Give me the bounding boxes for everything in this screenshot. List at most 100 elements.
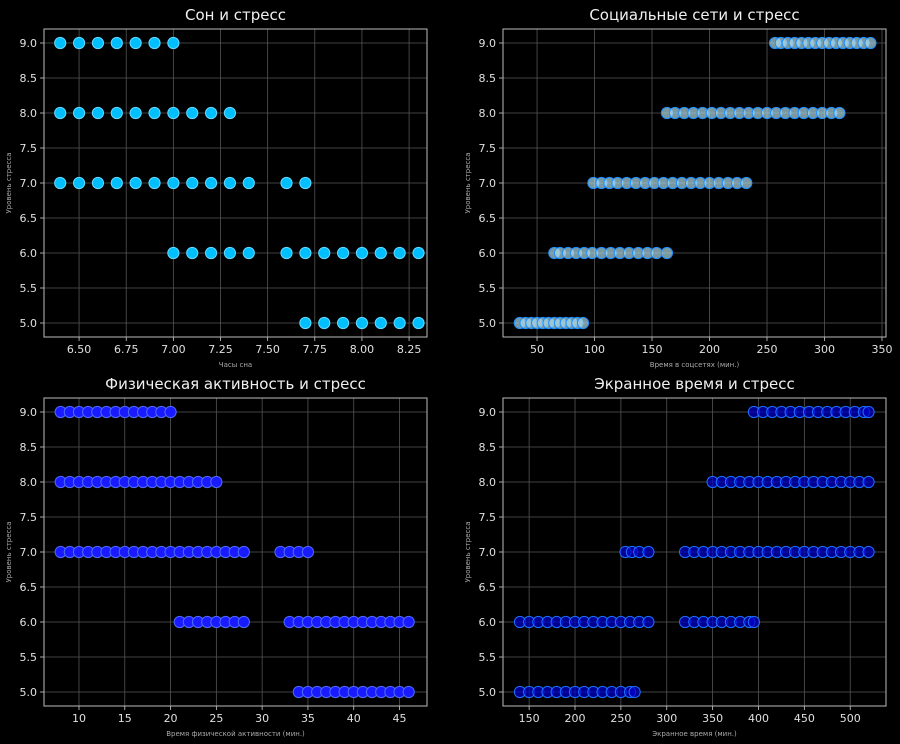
y-tick-label: 7.5 bbox=[20, 511, 38, 524]
x-tick-label: 35 bbox=[301, 712, 315, 725]
x-tick-label: 45 bbox=[393, 712, 407, 725]
x-tick-label: 100 bbox=[584, 343, 605, 356]
x-tick-label: 15 bbox=[118, 712, 132, 725]
x-tick-label: 450 bbox=[794, 712, 815, 725]
y-tick-label: 5.5 bbox=[479, 651, 497, 664]
data-point bbox=[148, 36, 161, 50]
data-point bbox=[54, 176, 67, 190]
data-point bbox=[642, 615, 655, 629]
data-point bbox=[223, 106, 237, 120]
y-tick-label: 7.0 bbox=[479, 177, 497, 190]
x-tick-label: 25 bbox=[209, 712, 223, 725]
data-point bbox=[402, 615, 415, 629]
y-tick-label: 8.5 bbox=[479, 441, 497, 454]
data-point bbox=[186, 106, 199, 120]
y-tick-label: 9.0 bbox=[479, 37, 497, 50]
data-point bbox=[129, 106, 142, 120]
scatter-points bbox=[513, 405, 875, 699]
chart-title: Физическая активность и стресс bbox=[105, 375, 366, 393]
data-point bbox=[660, 246, 674, 260]
x-tick-label: 7.50 bbox=[255, 343, 280, 356]
y-tick-label: 7.5 bbox=[479, 142, 497, 155]
y-tick-label: 5.5 bbox=[20, 282, 38, 295]
data-point bbox=[91, 176, 105, 190]
data-point bbox=[336, 246, 350, 260]
y-tick-label: 8.5 bbox=[479, 72, 497, 85]
data-point bbox=[412, 246, 425, 260]
y-axis-label: Уровень стресса bbox=[5, 152, 13, 213]
y-tick-label: 9.0 bbox=[20, 406, 38, 419]
y-tick-label: 6.5 bbox=[479, 581, 497, 594]
y-tick-label: 7.0 bbox=[479, 546, 497, 559]
x-tick-label: 7.75 bbox=[303, 343, 328, 356]
data-point bbox=[204, 176, 218, 190]
y-axis-label: Уровень стресса bbox=[464, 521, 472, 582]
y-tick-label: 8.0 bbox=[20, 107, 38, 120]
data-point bbox=[862, 475, 875, 489]
subplot-3: 10 15 20 25 30 35 40 45 5.0 5.5 6.0 6.5 7.0 7.5 8.0 8.5… bbox=[5, 375, 428, 738]
data-point bbox=[862, 545, 875, 559]
x-tick-label: 200 bbox=[699, 343, 720, 356]
y-tick-label: 5.5 bbox=[20, 651, 38, 664]
data-point bbox=[110, 106, 123, 120]
data-point bbox=[186, 176, 199, 190]
y-tick-label: 6.0 bbox=[479, 616, 497, 629]
scatter-points bbox=[513, 36, 877, 330]
data-point bbox=[167, 36, 180, 50]
data-point bbox=[210, 475, 223, 489]
x-tick-label: 7.25 bbox=[208, 343, 233, 356]
y-tick-label: 8.5 bbox=[20, 72, 38, 85]
x-tick-label: 30 bbox=[255, 712, 269, 725]
data-point bbox=[318, 316, 331, 330]
data-point bbox=[204, 106, 218, 120]
x-tick-label: 250 bbox=[610, 712, 631, 725]
y-tick-label: 5.0 bbox=[20, 317, 38, 330]
scatter-points bbox=[54, 36, 425, 330]
chart-title: Экранное время и стресс bbox=[594, 375, 794, 393]
subplot-2: 50 100 150 200 250 300 350 5.0 5.5 6.0 6.5 7.0 7.5 8.… bbox=[464, 6, 892, 369]
data-point bbox=[318, 246, 331, 260]
data-point bbox=[355, 316, 369, 330]
data-point bbox=[54, 106, 67, 120]
data-point bbox=[72, 106, 86, 120]
data-point bbox=[186, 246, 199, 260]
data-point bbox=[412, 316, 425, 330]
data-point bbox=[862, 405, 875, 419]
data-point bbox=[280, 246, 293, 260]
x-axis-label: Время физической активности (мин.) bbox=[166, 730, 305, 738]
x-tick-label: 300 bbox=[656, 712, 677, 725]
y-tick-label: 9.0 bbox=[20, 37, 38, 50]
data-point bbox=[110, 36, 123, 50]
data-point bbox=[72, 176, 86, 190]
y-tick-label: 6.5 bbox=[20, 581, 38, 594]
x-tick-label: 10 bbox=[72, 712, 86, 725]
data-point bbox=[129, 176, 142, 190]
scatter-points bbox=[54, 405, 415, 699]
y-tick-label: 5.0 bbox=[479, 686, 497, 699]
data-point bbox=[628, 685, 641, 699]
x-tick-label: 350 bbox=[871, 343, 892, 356]
x-tick-label: 350 bbox=[702, 712, 723, 725]
y-tick-label: 6.5 bbox=[20, 212, 38, 225]
y-tick-label: 8.0 bbox=[479, 107, 497, 120]
data-point bbox=[864, 36, 877, 50]
data-point bbox=[402, 685, 415, 699]
axes-frame bbox=[502, 28, 887, 338]
data-point bbox=[129, 36, 142, 50]
x-tick-label: 150 bbox=[519, 712, 540, 725]
x-axis-label: Время в соцсетях (мин.) bbox=[650, 361, 740, 369]
data-point bbox=[167, 246, 180, 260]
data-point bbox=[223, 246, 237, 260]
x-tick-label: 20 bbox=[164, 712, 178, 725]
y-tick-label: 6.0 bbox=[20, 616, 38, 629]
data-point bbox=[223, 176, 237, 190]
x-tick-label: 8.25 bbox=[397, 343, 422, 356]
data-point bbox=[110, 176, 123, 190]
data-point bbox=[54, 36, 67, 50]
data-point bbox=[299, 316, 312, 330]
y-tick-label: 7.5 bbox=[479, 511, 497, 524]
y-axis-label: Уровень стресса bbox=[464, 152, 472, 213]
axes-frame bbox=[43, 28, 428, 338]
x-tick-label: 500 bbox=[840, 712, 861, 725]
data-point bbox=[242, 246, 255, 260]
